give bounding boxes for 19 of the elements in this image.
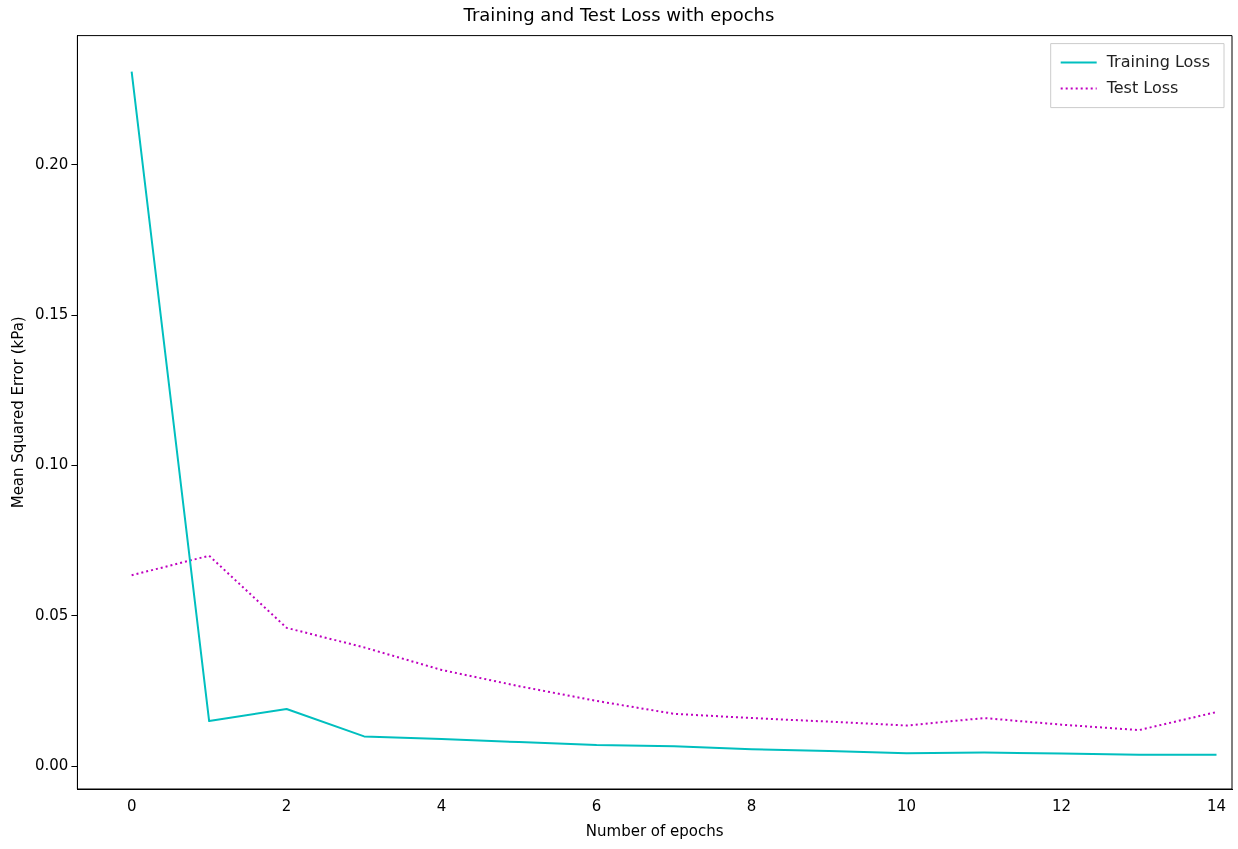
legend-label: Test Loss [1105,77,1179,97]
y-tick-label: 0.10 [34,455,69,474]
y-tick-label: 0.00 [34,756,69,775]
x-tick-label: 4 [436,796,447,815]
x-tick-label: 0 [126,796,137,815]
y-tick-label: 0.20 [34,154,69,173]
x-tick-label: 6 [591,796,602,815]
chart-title: Training and Test Loss with epochs [462,4,775,26]
x-tick-label: 2 [281,796,292,815]
x-tick-label: 8 [746,796,757,815]
line-series [130,554,1218,732]
legend-label: Training Loss [1105,51,1210,71]
y-tick-label: 0.15 [34,305,69,324]
x-axis-title: Number of epochs [585,821,724,840]
x-tick-label: 10 [896,796,917,815]
y-axis-title: Mean Squared Error (kPa) [8,316,27,509]
y-tick-label: 0.05 [34,605,69,624]
x-tick-label: 12 [1051,796,1072,815]
x-tick-label: 14 [1206,796,1227,815]
